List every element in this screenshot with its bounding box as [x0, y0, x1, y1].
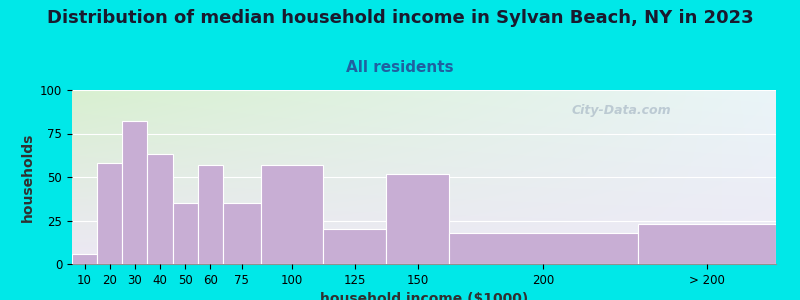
Bar	[147, 154, 173, 264]
Bar	[386, 173, 449, 264]
Text: City-Data.com: City-Data.com	[571, 104, 671, 117]
Bar	[97, 163, 122, 264]
Bar	[638, 224, 776, 264]
Text: All residents: All residents	[346, 60, 454, 75]
Text: Distribution of median household income in Sylvan Beach, NY in 2023: Distribution of median household income …	[46, 9, 754, 27]
Bar	[173, 203, 198, 264]
X-axis label: household income ($1000): household income ($1000)	[320, 292, 528, 300]
Bar	[223, 203, 261, 264]
Bar	[449, 233, 638, 264]
Bar	[323, 229, 386, 264]
Bar	[261, 165, 323, 264]
Y-axis label: households: households	[21, 132, 34, 222]
Bar	[122, 121, 147, 264]
Bar	[72, 254, 97, 264]
Bar	[198, 165, 223, 264]
